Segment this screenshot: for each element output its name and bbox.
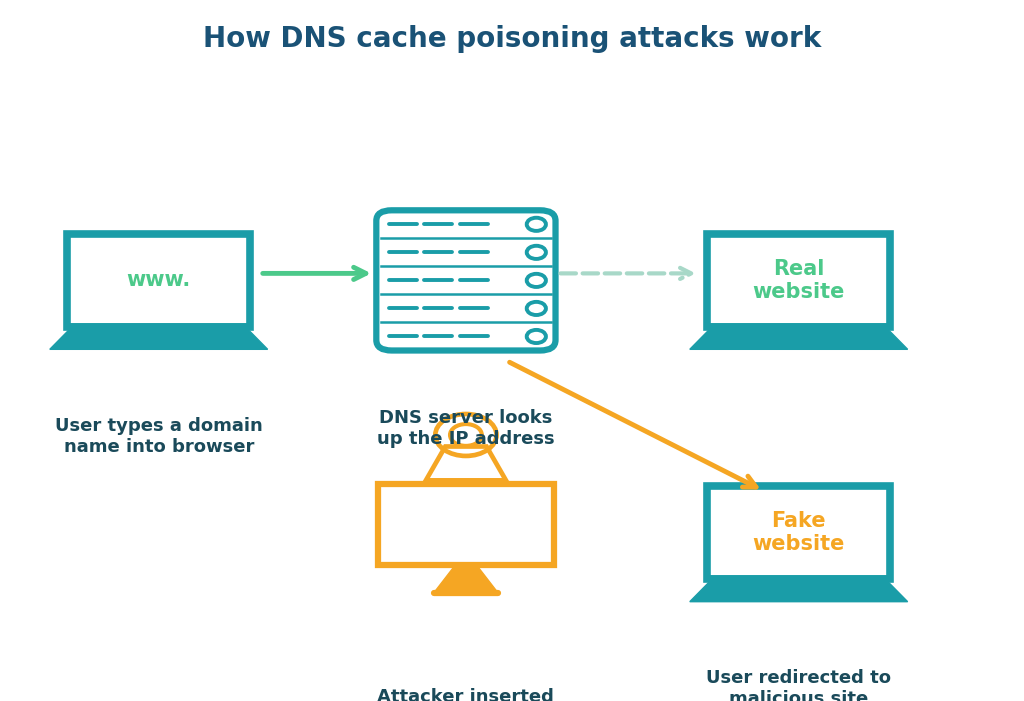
Text: How DNS cache poisoning attacks work: How DNS cache poisoning attacks work <box>203 25 821 53</box>
FancyBboxPatch shape <box>68 234 250 327</box>
FancyBboxPatch shape <box>708 486 890 579</box>
Text: DNS server looks
up the IP address: DNS server looks up the IP address <box>377 409 555 448</box>
FancyBboxPatch shape <box>708 234 890 327</box>
Text: www.: www. <box>127 271 190 290</box>
Polygon shape <box>690 579 907 601</box>
FancyBboxPatch shape <box>377 210 555 350</box>
Text: Fake
website: Fake website <box>753 511 845 554</box>
Polygon shape <box>690 327 907 349</box>
Text: Attacker inserted
fake DNS entry: Attacker inserted fake DNS entry <box>378 688 554 701</box>
Text: Real
website: Real website <box>753 259 845 302</box>
Polygon shape <box>433 565 499 593</box>
Text: User types a domain
name into browser: User types a domain name into browser <box>55 417 262 456</box>
Polygon shape <box>50 327 267 349</box>
Text: User redirected to
malicious site: User redirected to malicious site <box>707 669 891 701</box>
FancyBboxPatch shape <box>378 484 554 565</box>
